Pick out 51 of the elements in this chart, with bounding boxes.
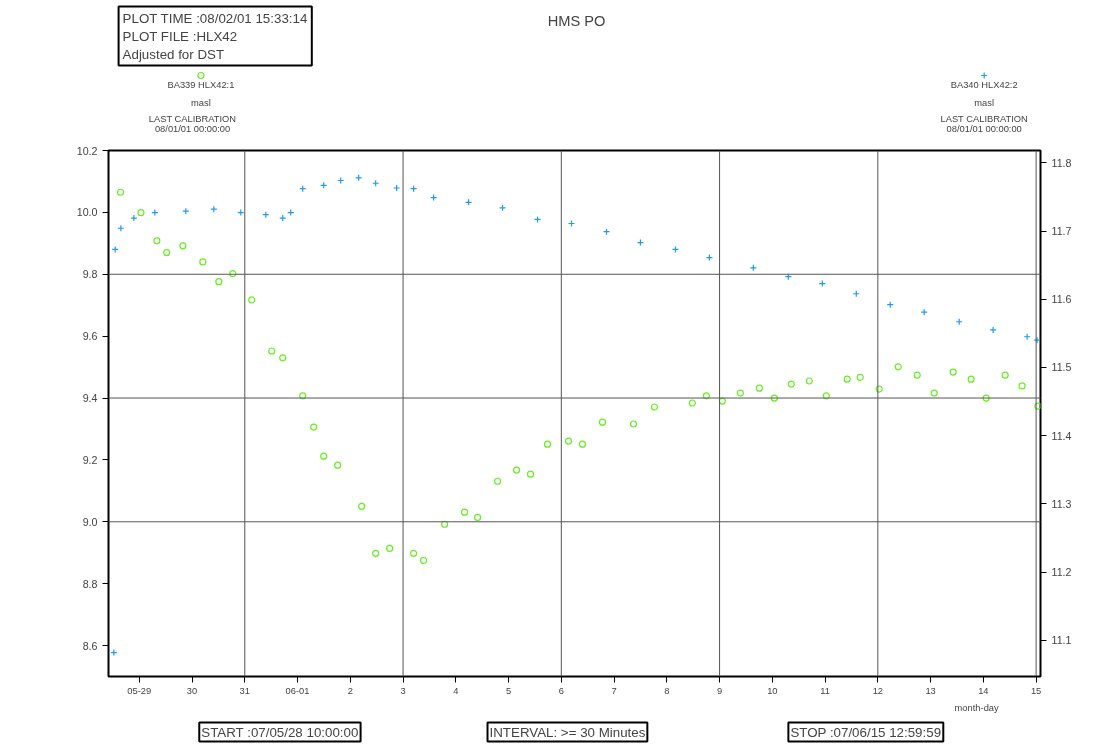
y-tick-label: 9.2	[82, 453, 98, 466]
legend-label: BA340 HLX42:2	[950, 79, 1018, 90]
text: PLOT FILE :HLX42	[122, 28, 238, 44]
text: LAST CALIBRATION	[148, 113, 237, 124]
x-axis-title: month-day	[954, 702, 999, 713]
x-tick-label: 3	[400, 685, 406, 696]
y-tick-label: 8.6	[82, 639, 98, 652]
x-tick-label: 30	[186, 685, 198, 696]
x-tick-label: 9	[716, 685, 723, 696]
y2-tick-label: 11.8	[1051, 156, 1072, 169]
y2-tick-label: 11.2	[1051, 566, 1072, 579]
y2-tick-label: 11.5	[1051, 361, 1072, 374]
y-tick-label: 10.0	[76, 206, 98, 219]
x-tick-label: 6	[558, 685, 564, 696]
legend-label: BA339 HLX42:1	[167, 79, 235, 90]
y2-tick-label: 11.7	[1051, 225, 1072, 237]
y-tick-label: 9.4	[82, 392, 98, 405]
text: INTERVAL: >= 30 Minutes	[489, 724, 646, 740]
x-tick-label: 14	[978, 685, 989, 696]
text: Adjusted for DST	[122, 46, 225, 62]
x-tick-label: 4	[453, 685, 459, 696]
x-tick-label: 5	[505, 685, 512, 696]
y-axis-title: masl	[191, 97, 211, 108]
y-tick-label: 9.6	[82, 330, 98, 343]
x-tick-label: 2	[347, 685, 353, 696]
y2-axis-title: masl	[974, 97, 995, 108]
y2-tick-label: 11.1	[1051, 634, 1072, 647]
y2-tick-label: 11.4	[1051, 429, 1072, 442]
text: 08/01/01 00:00:00	[946, 123, 1022, 134]
y2-tick-label: 11.6	[1051, 293, 1072, 306]
text: PLOT TIME :08/02/01 15:33:14	[122, 10, 308, 26]
y-tick-label: 8.8	[82, 577, 98, 590]
x-tick-label: 05-29	[127, 685, 152, 696]
y-tick-label: 9.0	[82, 515, 98, 528]
text: STOP :07/06/15 12:59:59	[790, 724, 942, 740]
x-tick-label: 13	[925, 685, 936, 696]
x-tick-label: 06-01	[285, 685, 310, 696]
y2-tick-label: 11.3	[1051, 497, 1072, 510]
x-tick-label: 15	[1030, 685, 1042, 696]
x-tick-label: 31	[239, 685, 250, 696]
chart-title: HMS PO	[547, 12, 606, 29]
x-tick-label: 7	[611, 685, 617, 696]
x-tick-label: 10	[767, 685, 778, 696]
y-tick-label: 9.8	[82, 268, 98, 281]
text: 08/01/01 00:00:00	[154, 123, 231, 134]
y-tick-label: 10.2	[76, 144, 98, 157]
x-tick-label: 12	[872, 685, 884, 696]
text: LAST CALIBRATION	[940, 113, 1028, 124]
x-tick-label: 8	[664, 685, 670, 696]
x-tick-label: 11	[820, 685, 830, 696]
text: START :07/05/28 10:00:00	[201, 724, 359, 740]
